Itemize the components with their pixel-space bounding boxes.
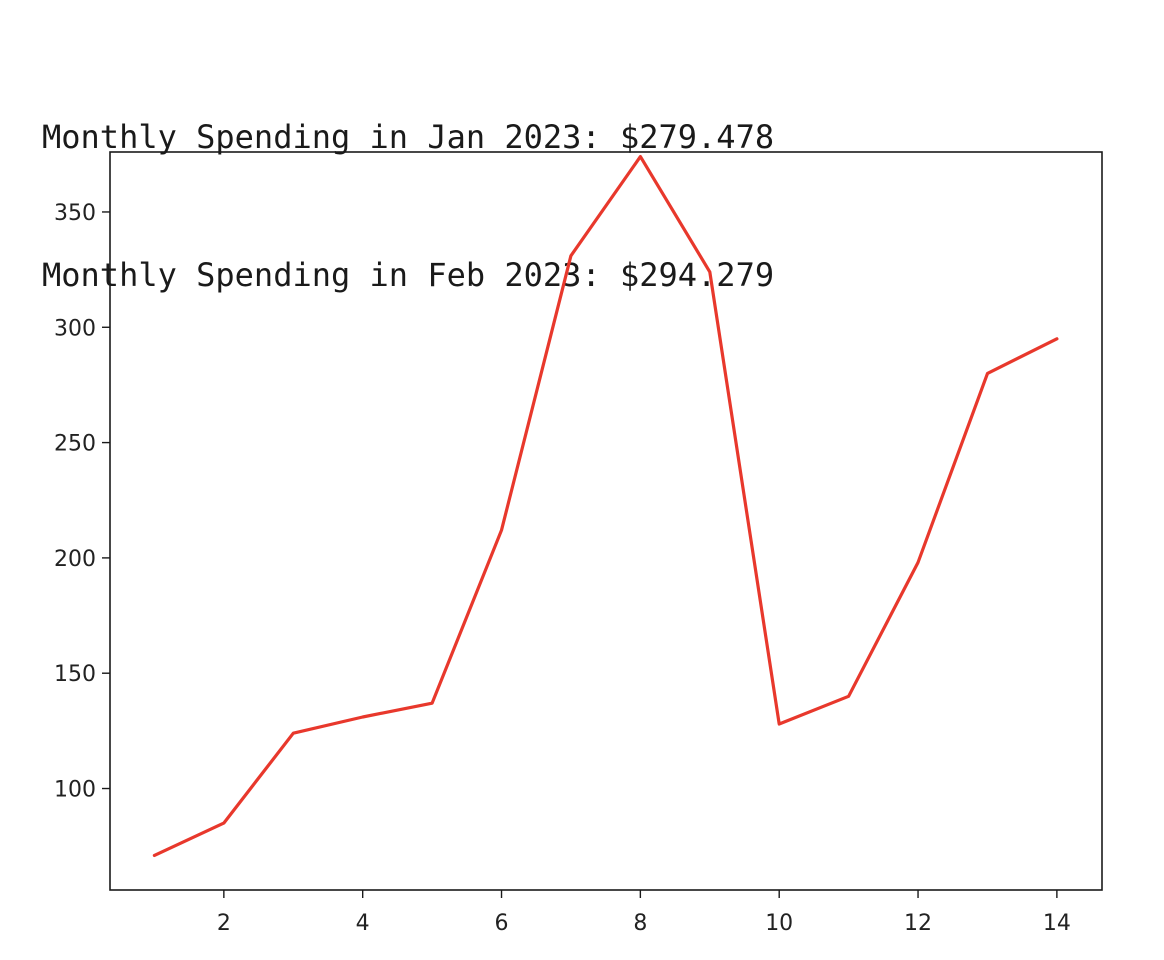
output-line-jan: Monthly Spending in Jan 2023: $279.478 bbox=[42, 118, 775, 156]
y-tick-label: 200 bbox=[54, 547, 96, 572]
plot-frame bbox=[109, 151, 1103, 891]
x-tick-label: 4 bbox=[356, 911, 370, 936]
x-tick-label: 6 bbox=[495, 911, 509, 936]
y-tick-label: 350 bbox=[54, 201, 96, 226]
x-tick-label: 8 bbox=[633, 911, 647, 936]
series-line-0 bbox=[152, 155, 1059, 858]
x-tick-label: 12 bbox=[904, 911, 932, 936]
y-tick-label: 150 bbox=[54, 662, 96, 687]
output-line-feb: Monthly Spending in Feb 2023: $294.279 bbox=[42, 256, 775, 294]
y-axis: 100 150 200 250 300 350 bbox=[54, 201, 110, 803]
x-axis: 2 4 6 8 10 12 14 bbox=[217, 890, 1071, 936]
x-tick-label: 2 bbox=[217, 911, 231, 936]
x-tick-label: 10 bbox=[765, 911, 793, 936]
cell-output: Monthly Spending in Jan 2023: $279.478 M… bbox=[42, 22, 774, 344]
x-tick-label: 14 bbox=[1043, 911, 1071, 936]
y-tick-label: 300 bbox=[54, 316, 96, 341]
series-layer bbox=[152, 155, 1059, 858]
y-tick-label: 100 bbox=[54, 778, 96, 803]
plot-border bbox=[109, 151, 1103, 891]
y-tick-label: 250 bbox=[54, 432, 96, 457]
